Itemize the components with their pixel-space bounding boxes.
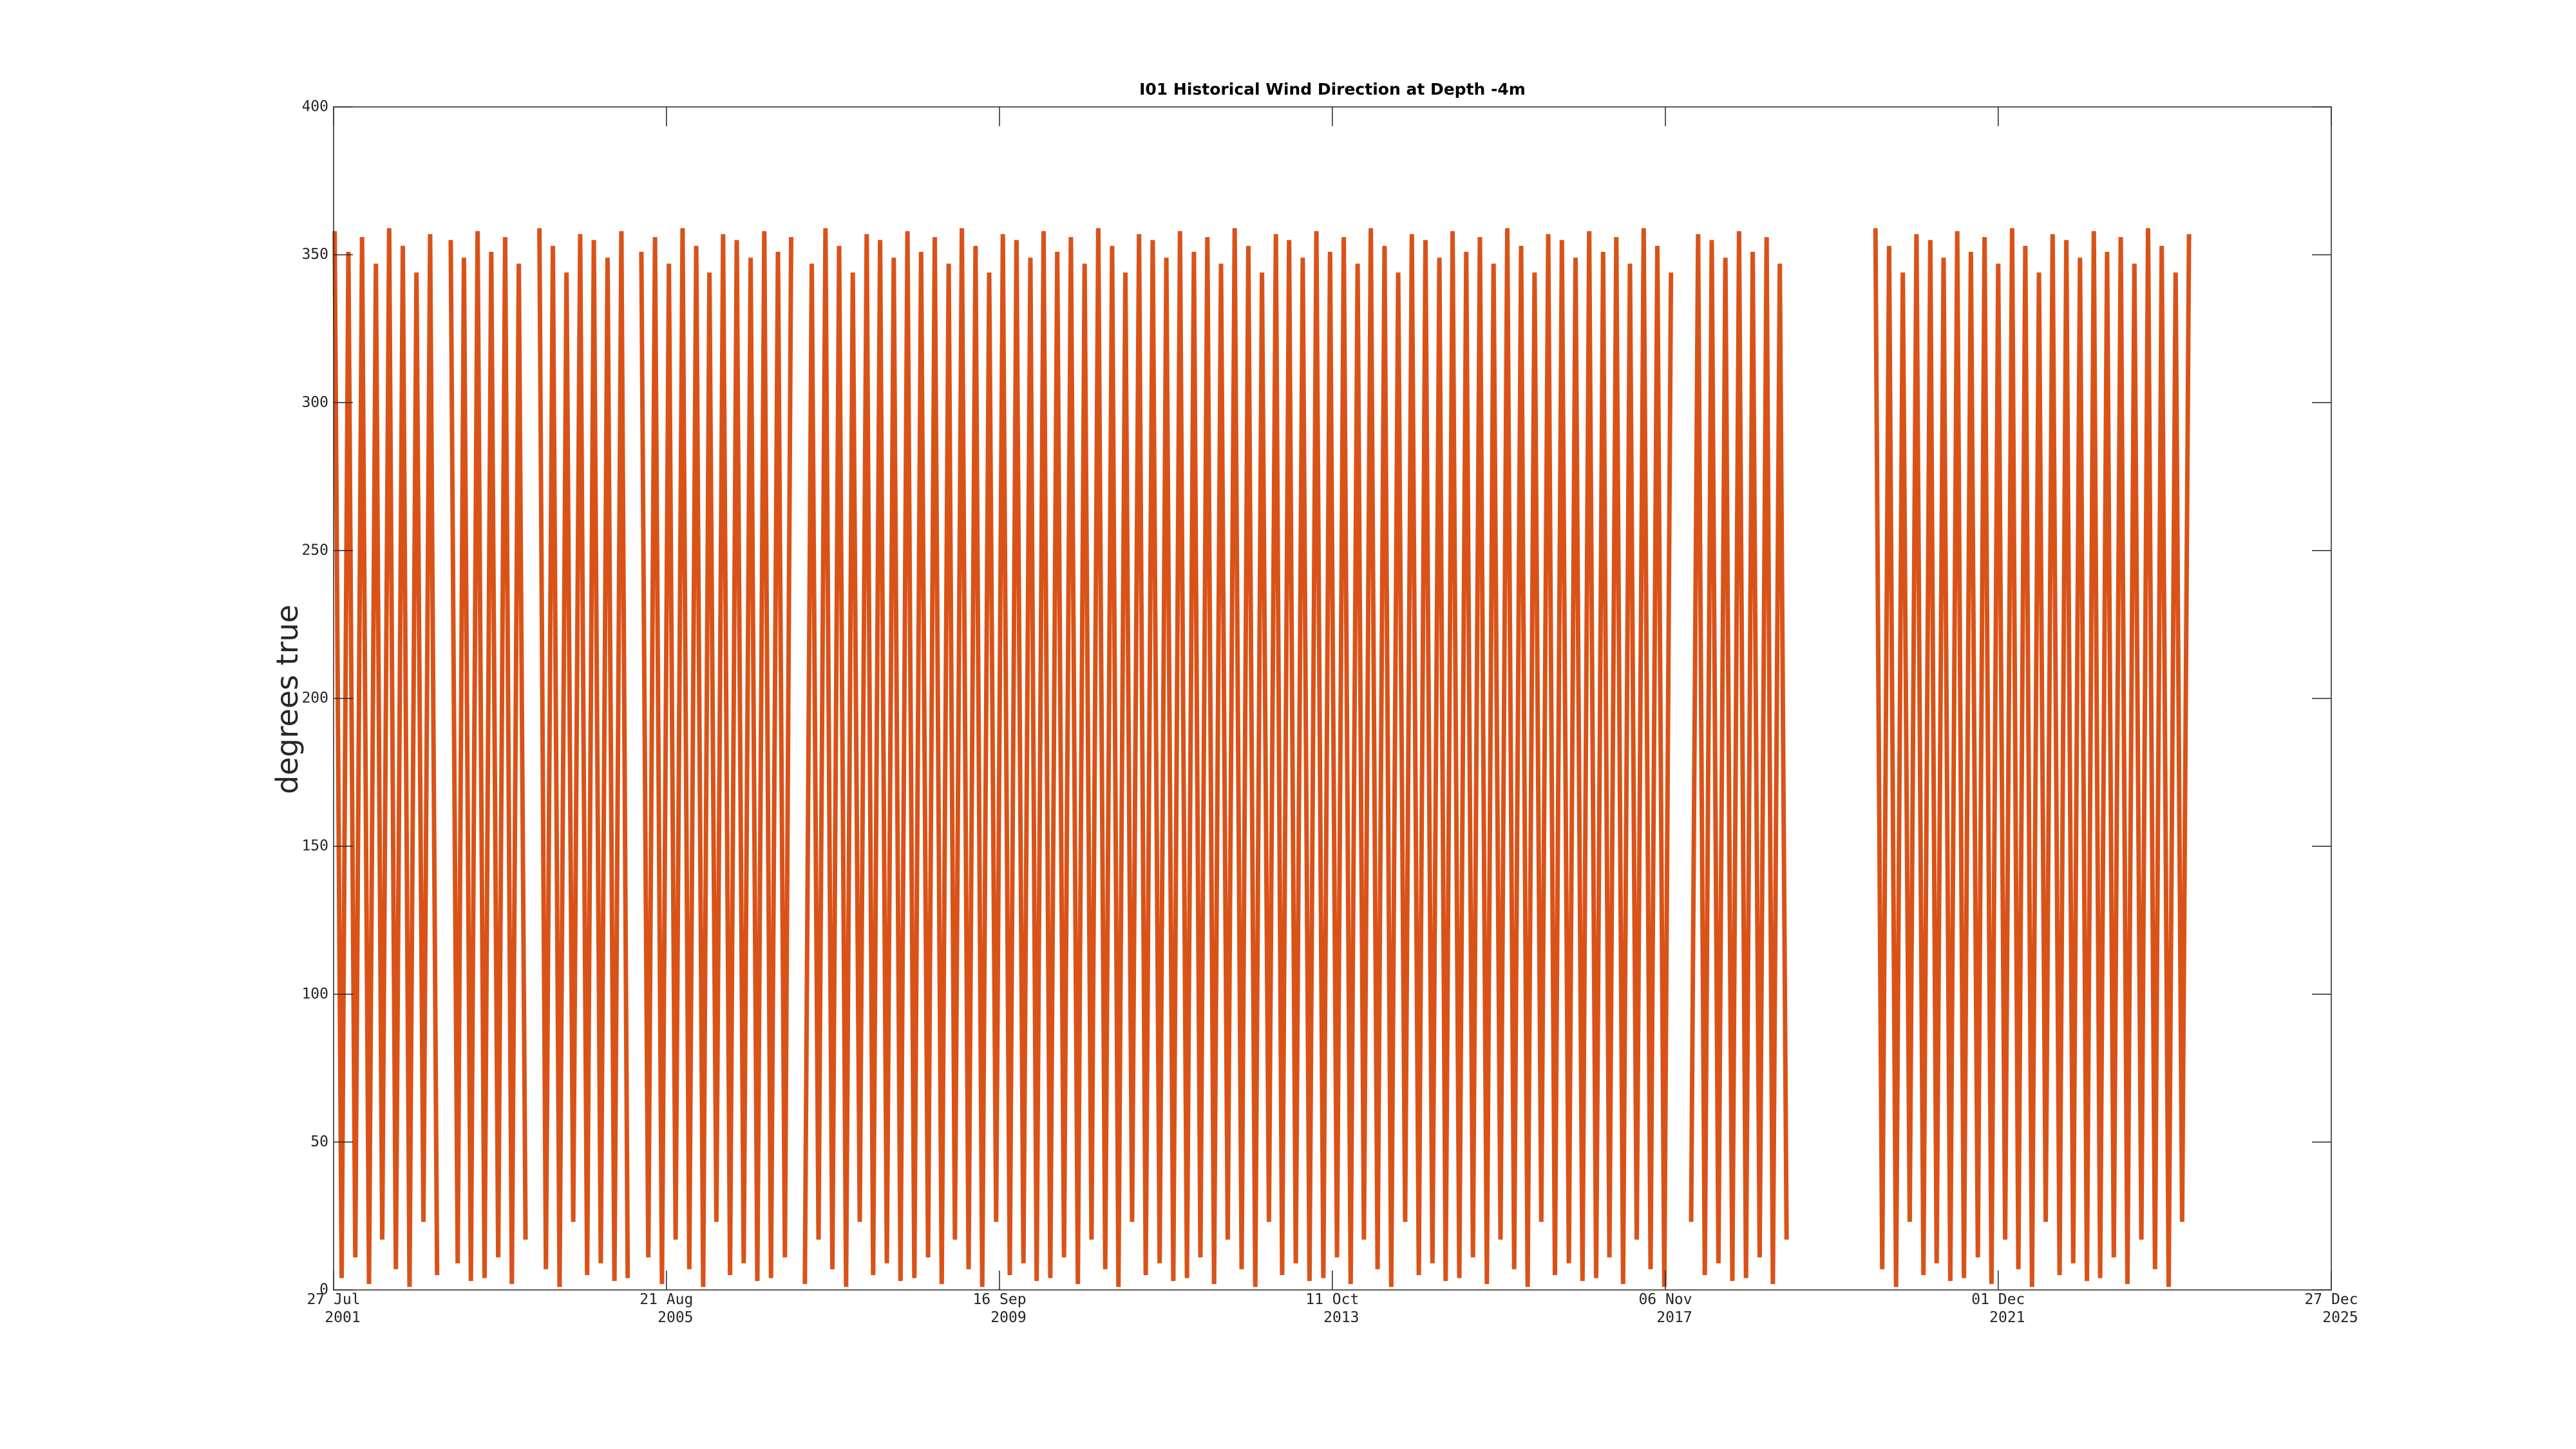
x-tick-label-line: 2021 [1989,1309,2025,1326]
y-tick-label: 300 [301,394,328,411]
y-tick-label: 400 [301,99,328,115]
x-tick-label-line: 2013 [1323,1309,1359,1326]
y-tick-label: 200 [301,690,328,706]
x-tick-label-line: 27 Dec [2304,1291,2358,1308]
x-tick-label: 11 Oct 2013 [1305,1291,1359,1326]
x-tick-label-line: 2001 [325,1309,360,1326]
x-tick-label-line: 27 Jul [307,1291,360,1308]
x-tick-label: 16 Sep 2009 [972,1291,1026,1326]
x-tick-label-line: 06 Nov [1638,1291,1692,1308]
y-tick-label: 250 [301,542,328,558]
y-tick-label: 0 [319,1282,328,1298]
x-tick-label: 01 Dec 2021 [1971,1291,2025,1326]
y-axis-label: degrees true [270,605,305,794]
x-tick-label-line: 11 Oct [1305,1291,1359,1308]
x-tick-label: 27 Dec 2025 [2304,1291,2358,1326]
x-tick-label-line: 2005 [658,1309,693,1326]
x-tick-label-line: 2017 [1656,1309,1692,1326]
x-tick-label: 06 Nov 2017 [1638,1291,1692,1326]
x-tick-label: 21 Aug 2005 [639,1291,693,1326]
data-line [332,228,2192,1287]
x-tick-label: 27 Jul 2001 [307,1291,360,1326]
y-tick-label: 350 [301,246,328,263]
x-tick-label-line: 16 Sep [972,1291,1026,1308]
x-tick-label-line: 01 Dec [1971,1291,2025,1308]
x-tick-label-line: 2009 [990,1309,1026,1326]
y-tick-label: 100 [301,985,328,1002]
x-tick-label-line: 21 Aug [639,1291,693,1308]
x-tick-label-line: 2025 [2322,1309,2358,1326]
y-tick-label: 50 [310,1133,328,1150]
y-tick-label: 150 [301,838,328,855]
chart-title: I01 Historical Wind Direction at Depth -… [1139,80,1526,99]
